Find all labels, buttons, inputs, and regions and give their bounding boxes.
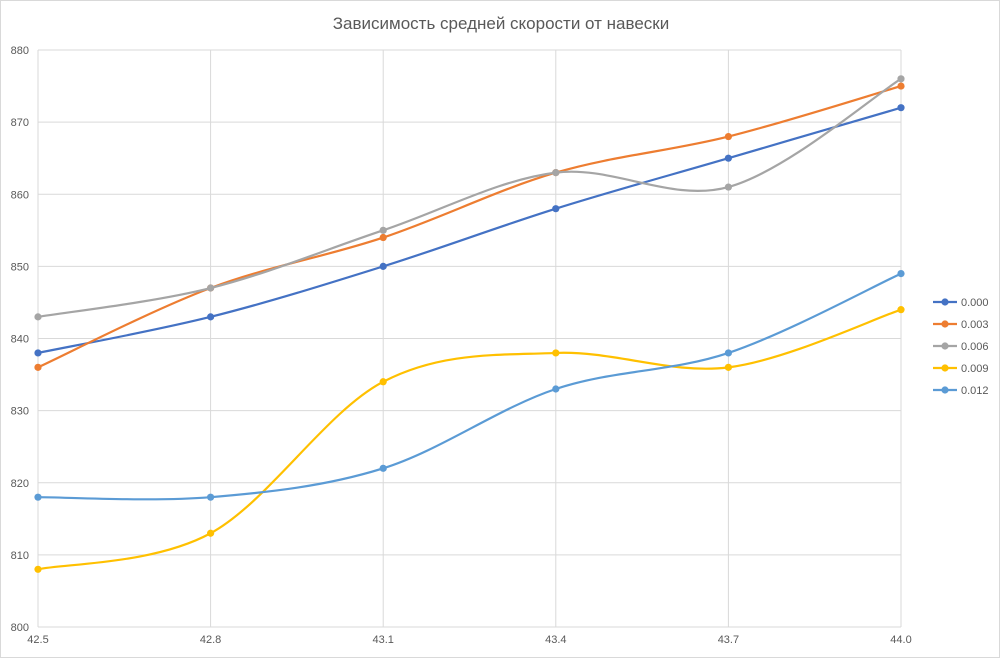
data-point xyxy=(552,349,560,357)
x-axis-ticks: 42.5 42.8 43.1 43.4 43.7 44.0 xyxy=(27,634,911,646)
y-tick-label: 870 xyxy=(11,117,29,129)
data-point xyxy=(34,349,42,357)
x-tick-label: 43.1 xyxy=(372,634,393,646)
legend-swatch-marker xyxy=(941,386,949,394)
series-0.012 xyxy=(34,269,905,501)
series-line xyxy=(37,106,902,355)
legend-swatch-marker xyxy=(941,342,949,350)
legend-item: 0.003 xyxy=(933,319,989,331)
data-point xyxy=(897,82,905,90)
data-point xyxy=(724,132,733,141)
x-tick-label: 43.7 xyxy=(718,634,739,646)
series-0.006 xyxy=(34,75,905,321)
y-tick-label: 830 xyxy=(11,406,29,418)
x-tick-label: 44.0 xyxy=(890,634,911,646)
x-tick-label: 43.4 xyxy=(545,634,566,646)
series-0.009 xyxy=(34,306,905,573)
series-line xyxy=(37,272,902,501)
series-line xyxy=(37,85,902,369)
data-point xyxy=(897,75,905,83)
data-point xyxy=(207,529,215,537)
legend-label: 0.009 xyxy=(961,363,989,375)
data-point xyxy=(724,154,733,162)
data-point xyxy=(897,269,905,278)
data-point xyxy=(34,363,42,371)
data-point xyxy=(379,378,387,386)
legend-swatch-marker xyxy=(941,298,949,306)
data-point xyxy=(552,205,560,213)
y-axis-ticks: 800 810 820 830 840 850 860 870 880 xyxy=(11,45,29,634)
data-point xyxy=(34,493,42,501)
data-point xyxy=(379,226,387,234)
data-point xyxy=(207,313,215,321)
series-0.000 xyxy=(34,104,905,357)
legend-label: 0.006 xyxy=(961,341,989,353)
y-tick-label: 820 xyxy=(11,478,29,490)
legend-swatch-marker xyxy=(941,364,949,372)
data-point xyxy=(724,363,733,371)
data-point xyxy=(552,169,560,177)
data-point xyxy=(552,385,560,393)
data-point xyxy=(897,306,905,314)
x-tick-label: 42.5 xyxy=(27,634,48,646)
data-point xyxy=(207,284,215,292)
chart-title: Зависимость средней скорости от навески xyxy=(333,14,669,33)
y-tick-label: 860 xyxy=(11,189,29,201)
grid xyxy=(37,49,902,628)
data-point xyxy=(34,313,42,321)
legend-item: 0.000 xyxy=(933,297,989,309)
legend-label: 0.012 xyxy=(961,385,989,397)
legend-swatch-marker xyxy=(941,320,949,328)
y-tick-label: 840 xyxy=(11,334,29,346)
data-point xyxy=(724,349,733,357)
legend-item: 0.006 xyxy=(933,341,989,353)
legend-item: 0.009 xyxy=(933,363,989,375)
series-line xyxy=(37,77,902,318)
y-tick-label: 850 xyxy=(11,261,29,273)
data-point xyxy=(379,464,387,472)
data-point xyxy=(207,493,215,501)
data-point xyxy=(34,565,42,573)
data-point xyxy=(897,104,905,112)
data-point xyxy=(379,233,387,242)
data-point xyxy=(724,183,733,191)
legend-label: 0.000 xyxy=(961,297,989,309)
legend: 0.000 0.003 0.006 0.009 0.012 xyxy=(933,297,989,397)
legend-item: 0.012 xyxy=(933,385,989,397)
legend-label: 0.003 xyxy=(961,319,989,331)
x-tick-label: 42.8 xyxy=(200,634,221,646)
y-tick-label: 800 xyxy=(11,622,29,634)
series-lines xyxy=(34,75,905,573)
series-line xyxy=(37,308,902,571)
y-tick-label: 880 xyxy=(11,45,29,57)
data-point xyxy=(379,262,387,270)
y-tick-label: 810 xyxy=(11,550,29,562)
